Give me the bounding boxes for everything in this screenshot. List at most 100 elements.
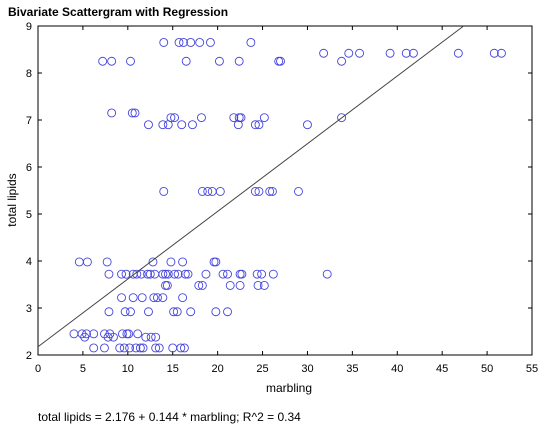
data-point <box>151 332 161 342</box>
data-point <box>259 113 269 123</box>
data-point <box>161 280 170 290</box>
data-point <box>229 113 239 123</box>
data-point <box>179 38 188 47</box>
data-point <box>102 257 112 267</box>
data-point <box>132 269 142 279</box>
data-point <box>254 120 264 130</box>
data-point <box>77 329 87 339</box>
data-point <box>194 280 204 290</box>
data-point <box>268 269 278 279</box>
data-point <box>133 329 143 339</box>
data-point <box>122 329 132 339</box>
data-point <box>211 257 221 267</box>
data-point <box>121 269 131 279</box>
data-point <box>131 343 141 353</box>
data-point <box>188 120 197 130</box>
data-point <box>303 120 312 130</box>
data-point <box>209 257 219 267</box>
data-point <box>104 269 114 279</box>
data-point <box>104 307 114 317</box>
data-point <box>158 293 168 303</box>
data-point <box>169 307 179 317</box>
data-point <box>252 269 262 279</box>
x-tick-label: 5 <box>80 363 86 375</box>
data-point <box>172 307 182 317</box>
data-point <box>117 293 126 303</box>
data-point <box>259 280 269 290</box>
data-point <box>98 56 108 66</box>
data-point <box>89 329 99 339</box>
data-point <box>107 108 117 118</box>
data-point <box>250 186 260 196</box>
x-tick-label: 35 <box>346 363 358 375</box>
data-point <box>135 343 145 353</box>
data-point <box>186 307 196 317</box>
data-point <box>128 293 138 303</box>
data-point <box>223 269 232 279</box>
x-tick-label: 40 <box>391 363 403 375</box>
data-point <box>203 186 213 196</box>
data-point <box>151 343 161 353</box>
data-point <box>141 332 151 342</box>
data-point <box>197 280 207 290</box>
data-point <box>497 48 506 58</box>
data-point <box>453 48 463 58</box>
data-point <box>138 343 148 353</box>
data-point <box>385 48 395 58</box>
data-point <box>489 48 499 58</box>
data-point <box>179 343 189 353</box>
data-point <box>294 186 303 196</box>
data-point <box>119 343 129 353</box>
x-axis-label: marbling <box>266 381 312 395</box>
data-point <box>159 186 169 196</box>
x-tick-label: 45 <box>436 363 448 375</box>
data-point <box>178 257 188 267</box>
data-point <box>206 38 215 47</box>
data-point <box>149 293 159 303</box>
data-point <box>276 56 285 66</box>
data-point <box>237 269 247 279</box>
data-point <box>215 186 225 196</box>
regression-equation: total lipids = 2.176 + 0.144 * marbling;… <box>38 410 301 424</box>
x-tick-label: 0 <box>35 363 41 375</box>
data-point <box>355 48 364 58</box>
data-point <box>159 38 169 47</box>
data-point <box>137 293 147 303</box>
data-point <box>174 38 184 47</box>
data-point <box>126 56 135 66</box>
data-point <box>117 269 126 279</box>
data-point <box>161 269 170 279</box>
data-point <box>214 56 224 66</box>
data-point <box>170 269 179 279</box>
data-point <box>176 343 186 353</box>
x-tick-label: 15 <box>167 363 179 375</box>
data-point <box>144 120 153 130</box>
data-point <box>218 269 228 279</box>
data-point <box>235 280 245 290</box>
y-tick-label: 2 <box>26 350 32 362</box>
data-point <box>127 108 137 118</box>
data-point <box>201 269 211 279</box>
data-point <box>117 329 127 339</box>
y-tick-label: 5 <box>26 209 32 221</box>
data-point <box>234 56 244 66</box>
data-point <box>130 108 140 118</box>
data-point <box>162 280 172 290</box>
data-point <box>115 343 125 353</box>
data-point <box>163 120 173 130</box>
data-point <box>168 343 178 353</box>
data-point <box>166 257 176 267</box>
data-point <box>125 343 135 353</box>
data-point <box>136 269 146 279</box>
data-point <box>107 56 117 66</box>
data-point <box>186 38 196 47</box>
x-tick-label: 25 <box>256 363 268 375</box>
data-point <box>74 257 84 267</box>
data-point <box>267 186 277 196</box>
y-tick-label: 3 <box>26 303 32 315</box>
data-point <box>319 48 329 58</box>
data-point <box>401 48 411 58</box>
x-tick-label: 10 <box>122 363 134 375</box>
data-point <box>344 48 354 58</box>
